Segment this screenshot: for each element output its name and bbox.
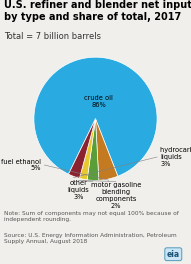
Text: U.S. refiner and blender net inputs
by type and share of total, 2017: U.S. refiner and blender net inputs by t… (4, 0, 191, 22)
Text: Source: U.S. Energy Information Administration, Petroleum
Supply Annual, August : Source: U.S. Energy Information Administ… (4, 233, 176, 244)
Text: eia: eia (167, 250, 180, 259)
Text: fuel ethanol
5%: fuel ethanol 5% (1, 158, 41, 172)
Wedge shape (69, 119, 96, 178)
Text: crude oil
86%: crude oil 86% (84, 95, 113, 108)
Text: motor gasoline
blending
components
2%: motor gasoline blending components 2% (91, 182, 141, 209)
Text: Total = 7 billion barrels: Total = 7 billion barrels (4, 32, 101, 41)
Wedge shape (96, 119, 118, 180)
Wedge shape (79, 119, 96, 180)
Text: Note: Sum of components may not equal 100% because of independent rounding.: Note: Sum of components may not equal 10… (4, 211, 179, 222)
Wedge shape (87, 119, 99, 180)
Text: hydrocarbon gas
liquids
3%: hydrocarbon gas liquids 3% (160, 147, 191, 167)
Wedge shape (34, 57, 157, 176)
Text: other
liquids
3%: other liquids 3% (67, 180, 89, 200)
